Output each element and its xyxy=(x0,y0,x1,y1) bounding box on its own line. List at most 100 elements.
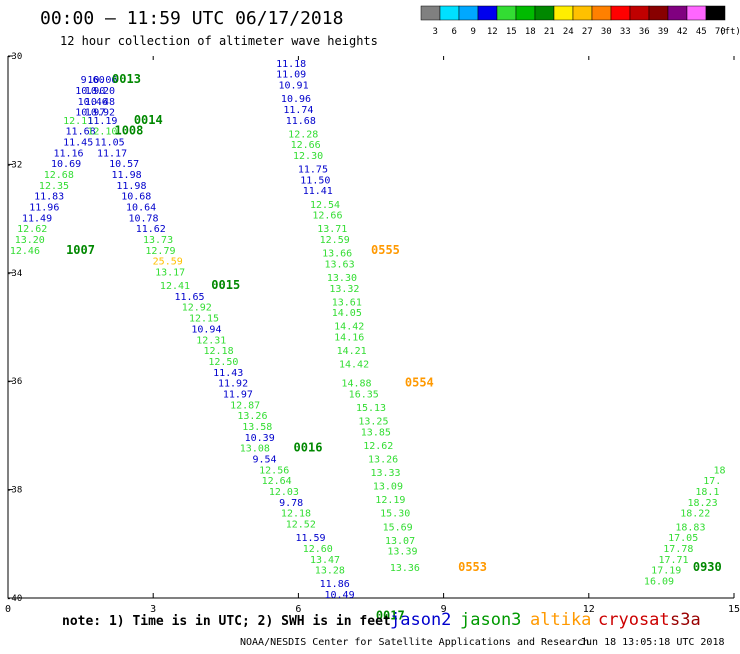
wave-height-label: 12.46 xyxy=(10,246,40,257)
wave-height-label: 13.36 xyxy=(390,563,420,574)
wave-height-label: 16.09 xyxy=(644,576,674,587)
x-tick-label: 9 xyxy=(441,604,447,615)
wave-height-label: 11.83 xyxy=(34,192,64,203)
wave-height-label: 10.68 xyxy=(121,192,151,203)
wave-height-label: 12.59 xyxy=(320,235,350,246)
wave-height-label: 10.92 xyxy=(85,108,115,119)
wave-height-label: 11.75 xyxy=(298,165,328,176)
color-scale-label: 18 xyxy=(525,27,536,37)
wave-height-label: 13.17 xyxy=(155,268,185,279)
pass-time-label: 0017 xyxy=(376,609,405,623)
wave-height-label: 13.09 xyxy=(373,482,403,493)
plot-area: 0 3 6 9 12 15-30-32-34-36-38-40 9.6010.0610.9… xyxy=(5,52,740,623)
satellite-legend-item: cryosat xyxy=(598,610,670,630)
wave-height-label: 11.68 xyxy=(286,116,316,127)
credit-text: NOAA/NESDIS Center for Satellite Applica… xyxy=(240,637,589,648)
wave-height-label: 11.41 xyxy=(303,186,333,197)
wave-height-label: 18 xyxy=(713,465,725,476)
wave-height-label: 10.94 xyxy=(191,324,221,335)
wave-height-label: 15.13 xyxy=(356,403,386,414)
color-scale-label: 21 xyxy=(544,27,555,37)
map-title: 00:00 — 11:59 UTC 06/17/2018 xyxy=(40,8,343,29)
wave-height-label: 12.31 xyxy=(196,335,226,346)
wave-height-label: 12.52 xyxy=(286,520,316,531)
wave-height-label: 10.96 xyxy=(281,94,311,105)
wave-height-label: 14.42 xyxy=(339,360,369,371)
satellite-track: 1817.18.118.2318.2218.8317.0517.7817.711… xyxy=(644,465,726,587)
x-tick-label: 3 xyxy=(150,604,156,615)
wave-height-label: 12.54 xyxy=(310,200,340,211)
wave-height-label: 11.65 xyxy=(174,292,204,303)
color-swatch xyxy=(610,5,631,21)
pass-time-label: 1007 xyxy=(66,243,95,257)
generated-timestamp: Jun 18 13:05:18 UTC 2018 xyxy=(580,637,725,648)
wave-height-label: 11.43 xyxy=(213,368,243,379)
wave-height-label: 13.58 xyxy=(242,422,272,433)
wave-height-label: 13.26 xyxy=(368,455,398,466)
wave-height-label: 13.61 xyxy=(332,297,362,308)
satellite-track: 0017 xyxy=(376,609,405,623)
color-swatch xyxy=(553,5,574,21)
wave-height-label: 12.79 xyxy=(145,246,175,257)
wave-height-label: 9.54 xyxy=(252,455,276,466)
wave-height-label: 13.07 xyxy=(385,536,415,547)
wave-height-label: 11.45 xyxy=(63,137,93,148)
wave-height-label: 17.05 xyxy=(668,533,698,544)
color-swatch xyxy=(705,5,726,21)
y-tick-label: -36 xyxy=(6,377,22,387)
wave-height-label: 17. xyxy=(703,476,721,487)
wave-height-label: 12.62 xyxy=(363,441,393,452)
wave-height-label: 11.62 xyxy=(136,224,166,235)
color-swatch xyxy=(420,5,441,21)
wave-height-label: 11.74 xyxy=(283,105,313,116)
color-scale-label: 30 xyxy=(601,27,612,37)
color-scale-label: 70 xyxy=(715,27,726,37)
satellite-legend: jason2 jason3 altika cryosat s3a xyxy=(390,610,701,630)
wave-height-label: 12.41 xyxy=(160,281,190,292)
wave-height-label: 12.28 xyxy=(288,129,318,140)
wave-height-label: 13.33 xyxy=(370,468,400,479)
wave-height-label: 11.92 xyxy=(218,379,248,390)
color-swatch xyxy=(667,5,688,21)
wave-height-label: 10.64 xyxy=(126,202,156,213)
color-scale-label: 9 xyxy=(471,27,476,37)
wave-height-label: 9.78 xyxy=(279,498,303,509)
wave-height-label: 10.46 xyxy=(78,97,108,108)
wave-height-label: 11.98 xyxy=(112,170,142,181)
satellite-legend-item: s3a xyxy=(670,610,701,630)
wave-height-label: 13.66 xyxy=(322,249,352,260)
wave-height-label: 10.06 xyxy=(87,75,117,86)
wave-height-label: 11.19 xyxy=(87,116,117,127)
legend-note: note: 1) Time is in UTC; 2) SWH is in fe… xyxy=(62,614,391,629)
y-tick-label: -34 xyxy=(6,269,22,279)
wave-height-label: 11.09 xyxy=(276,70,306,81)
wave-height-label: 13.73 xyxy=(143,235,173,246)
wave-height-label: 18.23 xyxy=(687,498,717,509)
wave-height-label: 15.30 xyxy=(380,509,410,520)
color-scale-unit: (ft) xyxy=(719,27,740,37)
wave-height-label: 12.11 xyxy=(63,116,93,127)
wave-height-label: 13.25 xyxy=(358,417,388,428)
color-scale-label: 15 xyxy=(506,27,517,37)
y-tick-label: -30 xyxy=(6,52,22,62)
color-scale-label: 24 xyxy=(563,27,574,37)
wave-height-label: 12.30 xyxy=(293,151,323,162)
wave-height-label: 16.35 xyxy=(349,389,379,400)
wave-height-label: 25.59 xyxy=(153,257,183,268)
wave-height-label: 10.48 xyxy=(85,97,115,108)
pass-time-label: 0013 xyxy=(112,72,141,86)
x-tick-label: 12 xyxy=(583,604,595,615)
wave-height-label: 11.50 xyxy=(300,175,330,186)
wave-height-label: 12.19 xyxy=(375,495,405,506)
wave-height-label: 13.32 xyxy=(329,284,359,295)
color-swatch xyxy=(629,5,650,21)
wave-height-label: 14.05 xyxy=(332,308,362,319)
wave-height-label: 10.91 xyxy=(279,81,309,92)
wave-height-label: 10.78 xyxy=(128,213,158,224)
satellite-track: 12.46 12.79 1007 xyxy=(10,243,176,257)
wave-height-label: 12.92 xyxy=(182,303,212,314)
